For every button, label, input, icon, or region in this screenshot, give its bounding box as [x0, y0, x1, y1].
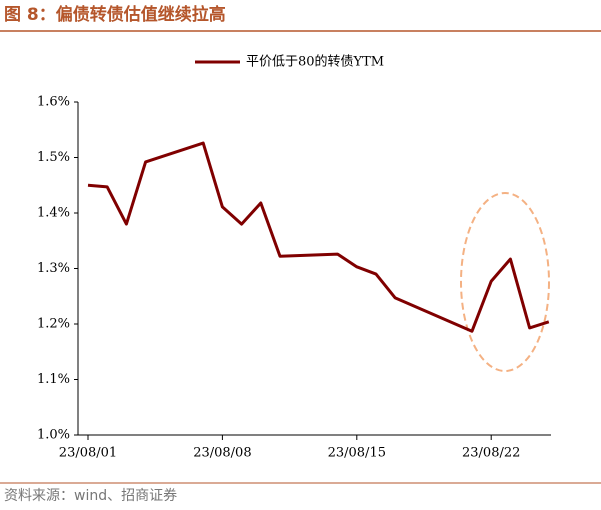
- y-tick-label: 1.2%: [37, 317, 70, 332]
- x-tick-label: 23/08/22: [462, 446, 520, 461]
- x-tick-label: 23/08/01: [59, 446, 117, 461]
- y-tick-label: 1.4%: [37, 206, 70, 221]
- x-tick-label: 23/08/15: [328, 446, 386, 461]
- x-tick-label: 23/08/08: [193, 446, 251, 461]
- y-tick-label: 1.6%: [37, 95, 70, 110]
- series-line: [87, 141, 550, 333]
- y-tick-label: 1.5%: [37, 150, 70, 165]
- chart-title: 图 8：偏债转债估值继续拉高: [4, 4, 226, 25]
- source: 资料来源：wind、招商证券: [4, 488, 177, 504]
- y-tick-label: 1.3%: [37, 261, 70, 276]
- y-tick-label: 1.1%: [37, 372, 70, 387]
- highlight-ellipse: [460, 192, 550, 372]
- y-tick-label: 1.0%: [37, 428, 70, 443]
- legend-label: 平价低于80的转债YTM: [246, 54, 384, 70]
